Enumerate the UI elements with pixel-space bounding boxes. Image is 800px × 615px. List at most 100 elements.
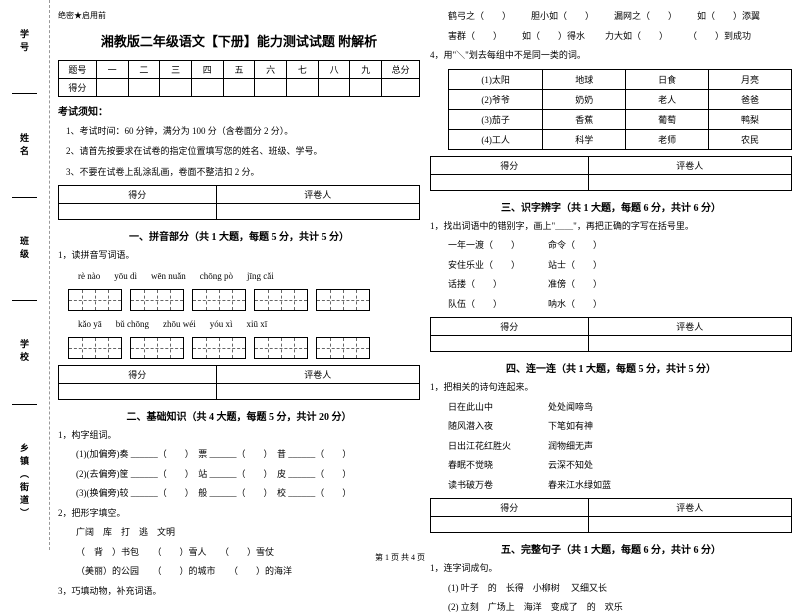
char-grid-row xyxy=(68,337,420,359)
idiom: 如（ ）得水 xyxy=(522,30,585,44)
char-grid[interactable] xyxy=(316,337,370,359)
score-cell[interactable] xyxy=(382,79,420,97)
score-header: 七 xyxy=(287,61,319,79)
char-grid[interactable] xyxy=(68,289,122,311)
word-cell: 奶奶 xyxy=(543,89,626,109)
mini-score-cell[interactable] xyxy=(59,204,217,220)
section-2-title: 二、基础知识（共 4 大题，每题 5 分，共计 20 分） xyxy=(58,408,420,423)
mini-score-header: 评卷人 xyxy=(216,186,419,204)
mini-score-cell[interactable] xyxy=(431,336,589,352)
score-header: 一 xyxy=(96,61,128,79)
mini-score-header: 评卷人 xyxy=(216,365,419,383)
section-1-title: 一、拼音部分（共 1 大题，每题 5 分，共计 5 分） xyxy=(58,228,420,243)
match-row: 日出江花红胜火润物细无声 xyxy=(430,440,792,454)
mini-score-cell[interactable] xyxy=(216,204,419,220)
section-3-title: 三、识字辨字（共 1 大题，每题 6 分，共计 6 分） xyxy=(430,199,792,214)
score-cell[interactable] xyxy=(96,79,128,97)
mini-score-cell[interactable] xyxy=(431,174,589,190)
pair-right: 呐水（ ） xyxy=(548,298,602,312)
question-text: 3，巧填动物，补充词语。 xyxy=(58,585,420,599)
score-cell[interactable] xyxy=(223,79,255,97)
question-text: 1，读拼音写词语。 xyxy=(58,249,420,263)
score-header: 四 xyxy=(191,61,223,79)
score-cell[interactable] xyxy=(350,79,382,97)
question-line: (1)(加偏旁)奏 ______（ ） 票 ______（ ） 昔 ______… xyxy=(58,448,420,462)
pinyin: yóu xì xyxy=(210,319,233,329)
score-header: 三 xyxy=(160,61,192,79)
word-cell: 日食 xyxy=(626,69,709,89)
char-grid[interactable] xyxy=(68,337,122,359)
score-cell[interactable] xyxy=(318,79,350,97)
side-label: 班级 xyxy=(18,236,31,262)
score-cell[interactable] xyxy=(255,79,287,97)
notice-item: 1、考试时间：60 分钟，满分为 100 分（含卷面分 2 分）。 xyxy=(58,124,420,138)
word-cell: 科学 xyxy=(543,129,626,149)
match-left: 日在此山中 xyxy=(448,401,548,415)
question-text: 1，构字组词。 xyxy=(58,429,420,443)
mini-score-header: 评卷人 xyxy=(588,499,791,517)
score-table: 题号 一 二 三 四 五 六 七 八 九 总分 得分 xyxy=(58,60,420,97)
idiom: （ ）到成功 xyxy=(688,30,751,44)
word-cell: 农民 xyxy=(709,129,792,149)
pinyin-row: rè nào yōu dì wēn nuǎn chōng pò jīng cǎi xyxy=(78,271,420,281)
question-line: (2)(去偏旁)筐 ______（ ） 站 ______（ ） 皮 ______… xyxy=(58,468,420,482)
mini-score-cell[interactable] xyxy=(59,383,217,399)
mini-score-header: 得分 xyxy=(431,156,589,174)
pinyin: yōu dì xyxy=(114,271,137,281)
confidential-seal: 绝密★启用前 xyxy=(58,10,420,21)
side-line xyxy=(12,93,37,94)
match-row: 春眠不觉晓云深不知处 xyxy=(430,459,792,473)
mini-score-cell[interactable] xyxy=(216,383,419,399)
char-grid[interactable] xyxy=(130,289,184,311)
side-label: 姓名 xyxy=(18,133,31,159)
question-text: 1，把相关的诗句连起来。 xyxy=(430,381,792,395)
word-cell: (2)爷爷 xyxy=(449,89,543,109)
pinyin: wēn nuǎn xyxy=(151,271,186,281)
mini-score-header: 得分 xyxy=(431,499,589,517)
match-row: 读书破万卷春来江水绿如蓝 xyxy=(430,479,792,493)
pair-left: 话搂（ ） xyxy=(448,278,548,292)
char-grid[interactable] xyxy=(192,337,246,359)
left-column: 绝密★启用前 湘教版二年级语文【下册】能力测试试题 附解析 题号 一 二 三 四… xyxy=(58,10,420,540)
pinyin: chōng pò xyxy=(200,271,233,281)
idiom: 鹤弓之（ ） xyxy=(448,10,511,24)
idiom: 力大如（ ） xyxy=(605,30,668,44)
notice-title: 考试须知： xyxy=(58,103,420,118)
idiom: 胆小如（ ） xyxy=(531,10,594,24)
idiom: 害群（ ） xyxy=(448,30,502,44)
idiom: 漏网之（ ） xyxy=(614,10,677,24)
notice-item: 2、请首先按要求在试卷的指定位置填写您的姓名、班级、学号。 xyxy=(58,144,420,158)
char-grid[interactable] xyxy=(192,289,246,311)
mini-score-cell[interactable] xyxy=(588,336,791,352)
char-grid[interactable] xyxy=(254,289,308,311)
match-right: 处处闻啼鸟 xyxy=(548,401,593,415)
pinyin: rè nào xyxy=(78,271,100,281)
match-row: 随风潜入夜下笔如有神 xyxy=(430,420,792,434)
score-header: 总分 xyxy=(382,61,420,79)
notice-item: 3、不要在试卷上乱涂乱画，卷面不整洁扣 2 分。 xyxy=(58,165,420,179)
question-text: 4，用"＼"划去每组中不是同一类的词。 xyxy=(430,49,792,63)
mini-score-cell[interactable] xyxy=(588,174,791,190)
score-header: 二 xyxy=(128,61,160,79)
match-left: 读书破万卷 xyxy=(448,479,548,493)
score-cell[interactable] xyxy=(160,79,192,97)
mini-score-header: 评卷人 xyxy=(588,318,791,336)
char-grid[interactable] xyxy=(254,337,308,359)
pinyin: kǎo yā xyxy=(78,319,102,329)
mini-score-cell[interactable] xyxy=(431,517,589,533)
char-grid[interactable] xyxy=(316,289,370,311)
score-cell[interactable] xyxy=(128,79,160,97)
mini-score-table: 得分评卷人 xyxy=(58,185,420,220)
pair-row: 话搂（ ）准傍（ ） xyxy=(430,278,792,292)
mini-score-cell[interactable] xyxy=(588,517,791,533)
pinyin: zhōu wéi xyxy=(163,319,196,329)
pair-left: 队伍（ ） xyxy=(448,298,548,312)
score-header: 八 xyxy=(318,61,350,79)
idiom-row: 害群（ ） 如（ ）得水 力大如（ ） （ ）到成功 xyxy=(430,30,792,44)
score-cell[interactable] xyxy=(191,79,223,97)
score-cell[interactable] xyxy=(287,79,319,97)
page-footer: 第 1 页 共 4 页 xyxy=(0,552,800,563)
score-header: 六 xyxy=(255,61,287,79)
match-row: 日在此山中处处闻啼鸟 xyxy=(430,401,792,415)
char-grid[interactable] xyxy=(130,337,184,359)
